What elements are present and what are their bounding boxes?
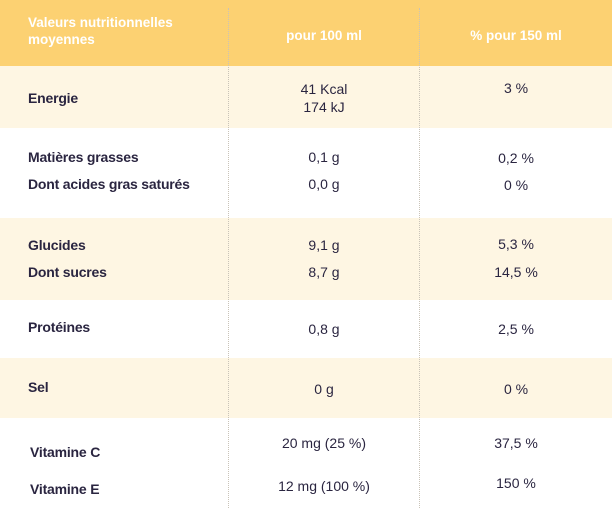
row-label: Glucides	[28, 237, 86, 253]
row-value-per150: 14,5 %	[494, 264, 538, 280]
row-value-per150: 2,5 %	[498, 321, 534, 337]
table-row-sel: Sel 0 g 0 %	[0, 358, 612, 418]
row-value-per150: 3 %	[503, 80, 529, 96]
table-row-matieres-grasses: Matières grasses 0,1 g 0,2 % Dont acides…	[0, 128, 612, 218]
table-row-proteines: Protéines 0,8 g 2,5 %	[0, 300, 612, 358]
row-label: Matières grasses	[28, 149, 139, 165]
header-per-150ml: % pour 150 ml	[470, 28, 562, 43]
table-row-vitamines: Vitamine C 20 mg (25 %) 37,5 % Vitamine …	[0, 418, 612, 512]
header-nutrition-values: Valeurs nutritionnelles moyennes	[28, 15, 173, 47]
table-row-glucides: Glucides 9,1 g 5,3 % Dont sucres 8,7 g 1…	[0, 218, 612, 300]
column-divider	[419, 8, 420, 508]
row-value-per100: 8,7 g	[308, 264, 340, 280]
column-divider	[228, 8, 229, 508]
row-value-per100: 0,8 g	[308, 321, 340, 337]
row-value-per100: 12 mg (100 %)	[278, 478, 370, 494]
row-label: Vitamine C	[30, 444, 101, 460]
row-label: Energie	[28, 90, 78, 106]
row-label: Dont sucres	[28, 264, 107, 280]
row-value-per100: 41 Kcal	[300, 81, 348, 97]
row-value-per100: 9,1 g	[308, 237, 340, 253]
row-value-per150: 0 %	[503, 177, 529, 193]
row-value-per150: 5,3 %	[498, 236, 534, 252]
row-label: Dont acides gras saturés	[28, 176, 190, 192]
row-value-per100: 20 mg (25 %)	[281, 435, 367, 451]
row-value-per150: 37,5 %	[494, 435, 538, 451]
row-value-per150: 150 %	[496, 475, 536, 491]
row-label: Protéines	[28, 319, 90, 335]
table-header: Valeurs nutritionnelles moyennes pour 10…	[0, 0, 612, 66]
row-value-per100: 0,0 g	[308, 176, 340, 192]
table-row-energie: Energie 41 Kcal 174 kJ 3 %	[0, 66, 612, 128]
row-label: Sel	[28, 379, 49, 395]
row-value-per100-kj: 174 kJ	[303, 99, 345, 115]
row-value-per100: 0,1 g	[308, 149, 340, 165]
row-value-per150: 0,2 %	[498, 150, 534, 166]
row-value-per100: 0 g	[314, 381, 334, 397]
row-label: Vitamine E	[30, 481, 100, 497]
row-value-per150: 0 %	[503, 381, 529, 397]
header-per-100ml: pour 100 ml	[286, 28, 362, 43]
